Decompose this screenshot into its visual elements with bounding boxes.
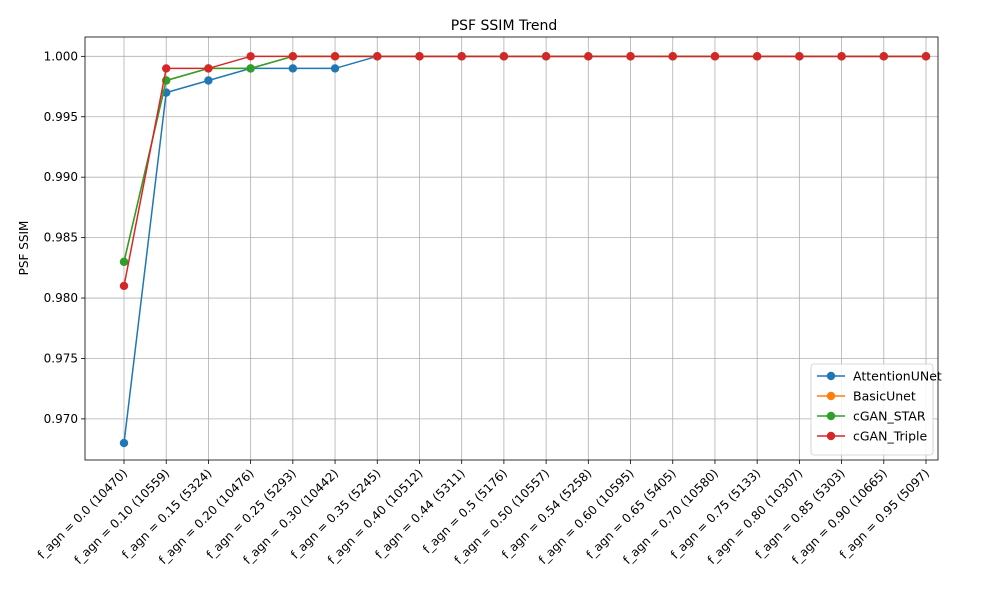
series-layer bbox=[119, 52, 931, 448]
data-point bbox=[584, 52, 593, 61]
y-tick-label: 0.985 bbox=[44, 231, 78, 245]
data-point bbox=[288, 52, 298, 61]
data-point bbox=[626, 52, 635, 61]
data-point bbox=[330, 52, 340, 61]
series-cGAN_Triple bbox=[119, 52, 931, 291]
y-axis-label: PSF SSIM bbox=[17, 221, 31, 276]
y-tick-label: 0.970 bbox=[44, 412, 78, 426]
data-point bbox=[457, 52, 466, 61]
legend-item: BasicUnet bbox=[817, 389, 916, 404]
data-point bbox=[499, 52, 509, 61]
legend-swatch-marker bbox=[826, 431, 836, 441]
data-point bbox=[246, 64, 255, 73]
data-point bbox=[204, 76, 213, 85]
series-line bbox=[123, 55, 926, 262]
data-point bbox=[119, 281, 129, 291]
data-point bbox=[837, 52, 846, 61]
series-line bbox=[123, 55, 926, 287]
data-point bbox=[879, 52, 888, 61]
series-line bbox=[123, 55, 926, 444]
plot-frame bbox=[84, 36, 939, 461]
data-point bbox=[415, 52, 424, 61]
y-tick-label: 0.990 bbox=[44, 170, 78, 184]
data-point bbox=[288, 64, 298, 73]
legend-item: cGAN_STAR bbox=[817, 409, 926, 424]
data-point bbox=[330, 64, 340, 73]
legend-label: AttentionUNet bbox=[853, 369, 942, 384]
y-tick-label: 0.975 bbox=[44, 351, 78, 365]
data-point bbox=[668, 52, 677, 61]
series-BasicUnet bbox=[119, 52, 931, 266]
series-line bbox=[123, 55, 926, 262]
chart-title: PSF SSIM Trend bbox=[451, 18, 558, 34]
grid-layer bbox=[85, 37, 938, 460]
data-point bbox=[119, 257, 129, 266]
legend-label: cGAN_Triple bbox=[853, 429, 928, 444]
data-point bbox=[204, 64, 213, 73]
legend-label: cGAN_STAR bbox=[853, 409, 926, 424]
data-point bbox=[921, 52, 931, 61]
series-AttentionUNet bbox=[119, 52, 931, 448]
data-point bbox=[246, 52, 255, 61]
legend-item: cGAN_Triple bbox=[817, 429, 928, 444]
legend-box bbox=[810, 363, 934, 456]
data-point bbox=[373, 52, 382, 61]
data-point bbox=[752, 52, 762, 61]
y-tick-label: 1.000 bbox=[44, 49, 78, 63]
legend-label: BasicUnet bbox=[853, 389, 916, 404]
y-axis: 0.970 0.975 0.980 0.985 0.990 0.995 1.000 bbox=[44, 49, 85, 426]
data-point bbox=[162, 64, 171, 73]
legend-item: AttentionUNet bbox=[817, 369, 942, 384]
x-axis: f_agn = 0.0 (10470)f_agn = 0.10 (10559)f… bbox=[35, 460, 932, 567]
legend: AttentionUNet BasicUnet cGAN_STAR cGAN_Trip… bbox=[810, 363, 942, 456]
legend-swatch-marker bbox=[826, 371, 836, 381]
data-point bbox=[541, 52, 551, 61]
y-tick-label: 0.995 bbox=[44, 110, 78, 124]
data-point bbox=[119, 438, 129, 448]
legend-swatch-marker bbox=[826, 411, 836, 421]
series-cGAN_STAR bbox=[119, 52, 931, 266]
y-tick-label: 0.980 bbox=[44, 291, 78, 305]
data-point bbox=[710, 52, 720, 61]
data-point bbox=[795, 52, 804, 61]
legend-swatch-marker bbox=[826, 391, 836, 401]
